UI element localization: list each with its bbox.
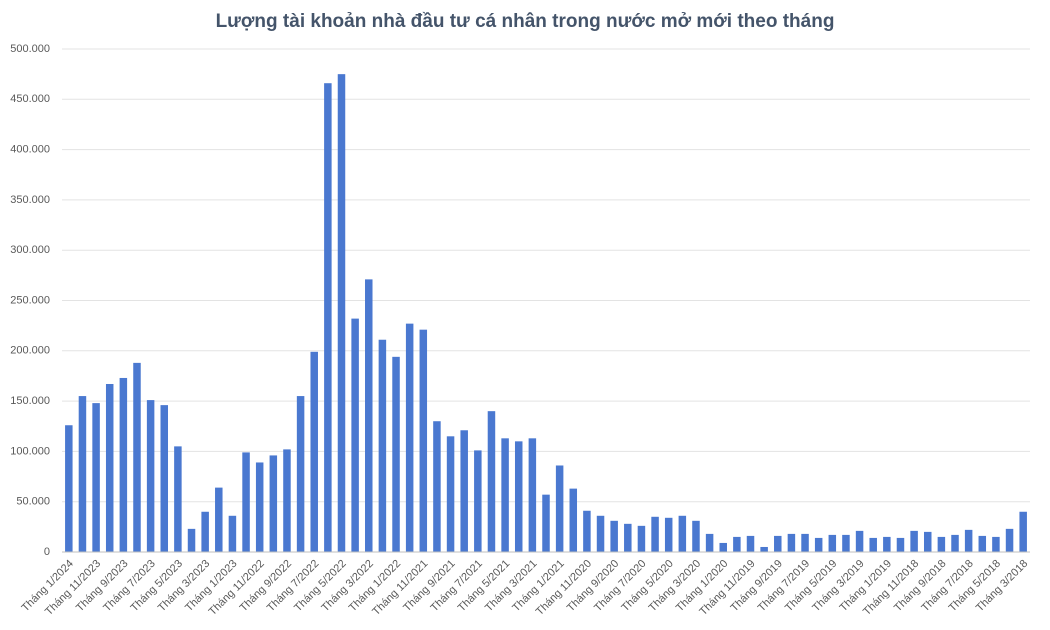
bar [883,536,891,552]
y-tick-label: 450.000 [10,93,50,105]
bar [105,383,114,552]
bar [378,339,387,552]
bar [855,530,864,552]
bar [351,318,359,552]
y-tick-label: 50.000 [16,496,50,508]
y-tick-label: 250.000 [10,294,50,306]
bar [187,528,196,552]
bar [828,534,837,552]
bar [555,465,564,552]
bar [1019,511,1027,552]
bar [296,396,305,552]
bar [215,487,223,552]
bar [733,536,741,552]
y-tick-label: 500.000 [10,43,50,55]
bar [951,534,959,552]
bar [637,525,646,552]
y-tick-label: 350.000 [10,194,50,206]
bar [746,535,755,552]
bar [583,510,591,552]
bar [255,462,264,552]
bar [119,377,128,552]
bar [337,74,346,553]
bar [269,455,278,552]
bar [419,329,428,552]
bar [760,546,768,552]
bar [842,534,850,552]
bar [801,533,809,552]
bar [160,405,169,552]
y-tick-label: 150.000 [10,395,50,407]
bar [569,488,578,552]
bar [937,536,946,552]
bar [310,351,318,552]
chart-title: Lượng tài khoản nhà đầu tư cá nhân trong… [216,11,835,32]
bar [242,452,250,552]
bar [92,403,100,552]
bar [964,529,973,552]
bar [814,537,823,552]
bar [624,523,632,552]
bar [460,430,468,552]
bar [910,530,918,552]
bar [324,83,332,552]
bar [664,517,673,552]
bar [651,516,659,552]
bar [433,421,441,552]
bar [978,535,987,552]
bar [174,446,182,552]
bar [514,441,523,552]
bar [501,438,509,552]
bar [869,537,877,552]
bar [146,400,155,552]
bar [610,520,618,552]
y-tick-label: 400.000 [10,144,50,156]
bar [692,520,700,552]
bar [542,494,550,552]
bar [528,438,537,552]
bar [923,531,932,552]
y-tick-label: 100.000 [10,445,50,457]
bar [474,450,482,552]
y-tick-label: 300.000 [10,244,50,256]
bar [446,436,455,552]
bar [228,515,237,552]
bar [719,542,727,552]
bar [774,535,782,552]
bar [487,411,496,552]
bar [405,323,414,552]
bar [596,515,605,552]
bar [1005,528,1014,552]
bar [78,396,87,552]
bar [392,356,400,552]
y-tick-label: 0 [44,546,50,558]
bar [705,533,714,552]
bar [787,533,796,552]
bar [365,279,373,552]
bar [896,537,905,552]
bar [283,449,291,552]
bar [201,511,209,552]
bar [678,515,687,552]
bar [992,536,1000,552]
bar [65,425,73,552]
bar [133,362,141,552]
y-tick-label: 200.000 [10,345,50,357]
